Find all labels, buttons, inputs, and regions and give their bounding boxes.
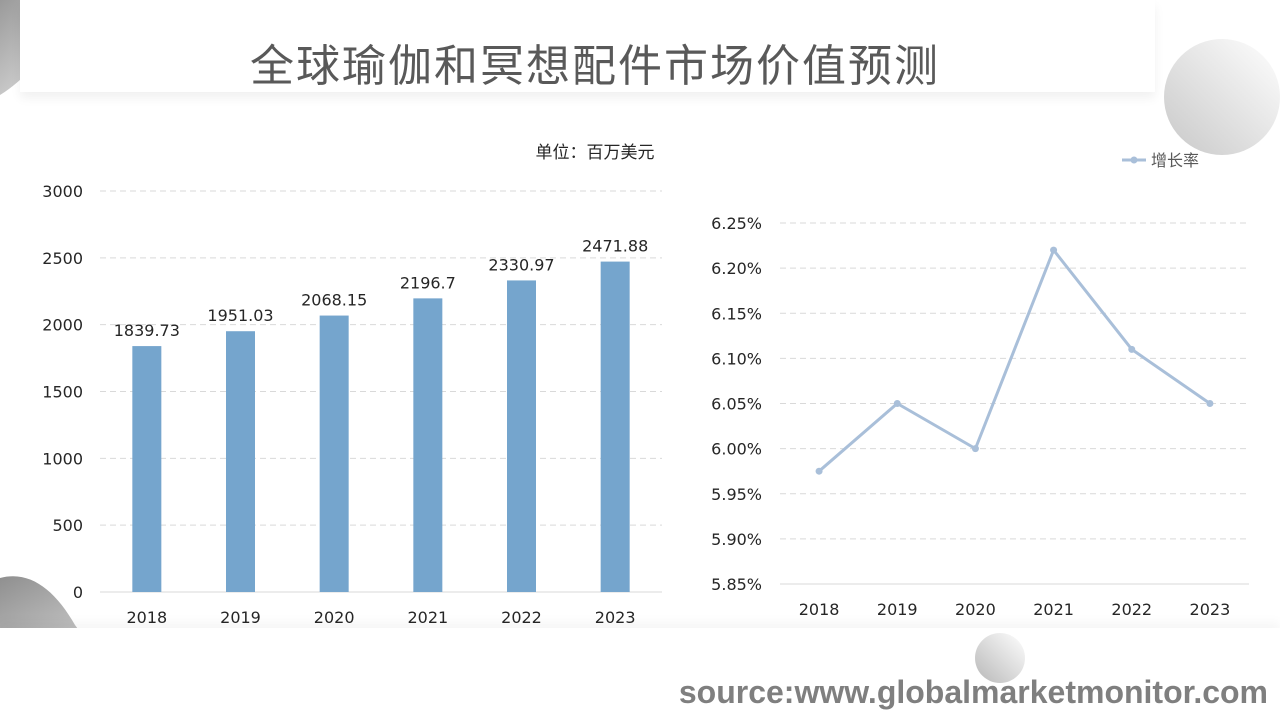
bar bbox=[226, 331, 255, 592]
decor-top-right-circle bbox=[1164, 39, 1280, 155]
bar-y-tick-label: 2500 bbox=[42, 249, 83, 268]
bar-data-label: 1951.03 bbox=[207, 306, 273, 325]
bar-y-tick-label: 1500 bbox=[42, 383, 83, 402]
line-y-tick-label: 6.00% bbox=[711, 440, 762, 459]
line-point bbox=[893, 400, 901, 407]
bar-x-tick-label: 2020 bbox=[314, 608, 355, 627]
bar-x-tick-label: 2022 bbox=[501, 608, 542, 627]
bar bbox=[319, 315, 349, 592]
line-point bbox=[1128, 345, 1136, 353]
line-y-tick-label: 6.25% bbox=[711, 214, 762, 233]
line-x-tick-label: 2018 bbox=[799, 600, 840, 619]
bar bbox=[507, 280, 536, 592]
line-point bbox=[815, 467, 823, 475]
decor-bottom-small-circle bbox=[975, 633, 1025, 683]
line-x-tick-label: 2023 bbox=[1190, 600, 1231, 619]
bar-y-tick-label: 3000 bbox=[42, 182, 83, 201]
bar-data-label: 1839.73 bbox=[114, 321, 180, 340]
bar-y-tick-label: 1000 bbox=[42, 449, 83, 468]
line-x-tick-label: 2021 bbox=[1033, 600, 1074, 619]
line-y-tick-label: 5.90% bbox=[711, 530, 762, 549]
bar-data-label: 2068.15 bbox=[301, 291, 367, 310]
line-y-tick-label: 6.15% bbox=[711, 304, 762, 323]
source-text: source:www.globalmarketmonitor.com bbox=[678, 674, 1268, 710]
bar-x-tick-label: 2018 bbox=[126, 608, 167, 627]
line-series-growth-rate bbox=[818, 248, 1211, 473]
line-x-tick-label: 2019 bbox=[877, 600, 918, 619]
line-y-tick-label: 6.10% bbox=[711, 349, 762, 368]
bar-x-tick-label: 2021 bbox=[407, 608, 448, 627]
page-title: 全球瑜伽和冥想配件市场价值预测 bbox=[250, 41, 940, 92]
bar-y-tick-label: 0 bbox=[73, 583, 83, 602]
line-y-tick-label: 6.20% bbox=[711, 259, 762, 278]
line-y-tick-label: 5.95% bbox=[711, 485, 762, 504]
line-point bbox=[1050, 246, 1058, 254]
line-point bbox=[971, 445, 979, 453]
bar-x-tick-label: 2023 bbox=[595, 608, 636, 627]
bar-chart-unit-label: 单位：百万美元 bbox=[536, 143, 655, 163]
title-banner bbox=[20, 0, 1155, 92]
bottom-band bbox=[0, 628, 1280, 720]
legend-label: 增长率 bbox=[1151, 151, 1199, 170]
line-point bbox=[1206, 400, 1214, 407]
line-x-tick-label: 2022 bbox=[1111, 600, 1152, 619]
bar-data-label: 2196.7 bbox=[400, 273, 456, 292]
bar-data-label: 2471.88 bbox=[582, 237, 648, 256]
bar bbox=[600, 261, 630, 592]
bar bbox=[413, 298, 443, 592]
line-x-tick-label: 2020 bbox=[955, 600, 996, 619]
legend-swatch-marker bbox=[1130, 156, 1138, 164]
bar-x-tick-label: 2019 bbox=[220, 608, 261, 627]
line-y-tick-label: 5.85% bbox=[711, 575, 762, 594]
bar-y-tick-label: 500 bbox=[52, 516, 83, 535]
line-y-tick-label: 6.05% bbox=[711, 395, 762, 414]
bar bbox=[132, 346, 162, 592]
bar-y-tick-label: 2000 bbox=[42, 316, 83, 335]
bar-data-label: 2330.97 bbox=[488, 255, 554, 274]
